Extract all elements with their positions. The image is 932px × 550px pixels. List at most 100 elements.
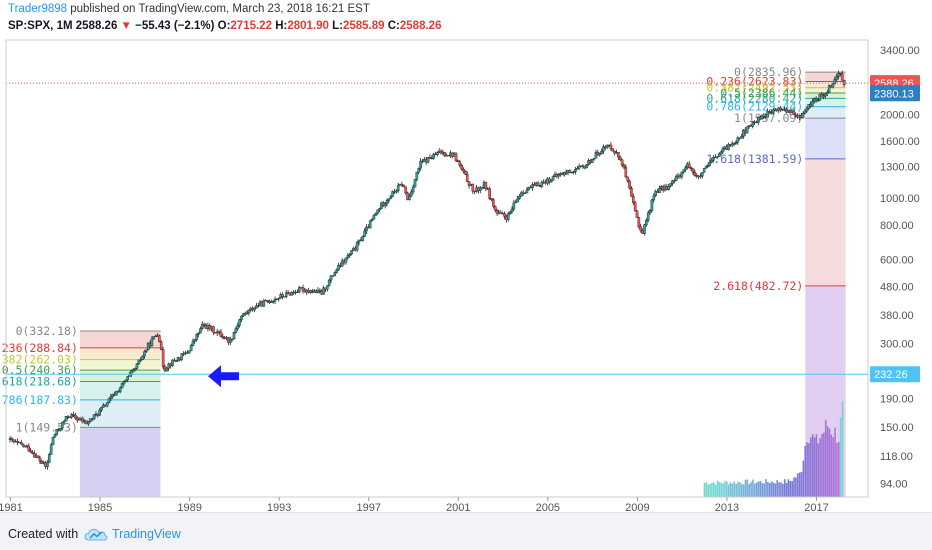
fib-1987-band bbox=[79, 331, 161, 348]
y-tick-label: 2000.00 bbox=[880, 109, 920, 121]
candlestick-series bbox=[8, 70, 846, 470]
candle-body bbox=[576, 168, 579, 170]
author-link[interactable]: Trader9898 bbox=[8, 3, 68, 15]
candle-body bbox=[219, 331, 223, 337]
candle-body bbox=[117, 391, 120, 393]
candle-body bbox=[417, 167, 421, 173]
candle-body bbox=[590, 158, 594, 163]
candle-body bbox=[12, 439, 16, 442]
volume-bar bbox=[819, 438, 821, 497]
candle-body bbox=[527, 186, 531, 191]
candle-body bbox=[771, 110, 775, 114]
candle-body bbox=[234, 328, 238, 333]
candle-body bbox=[687, 163, 691, 168]
low-value: 2585.89 bbox=[342, 20, 385, 32]
volume-bar bbox=[757, 481, 760, 497]
close-label: C: bbox=[387, 20, 400, 32]
volume-bar bbox=[839, 417, 842, 497]
candle-body bbox=[105, 402, 109, 407]
volume-bar bbox=[824, 419, 827, 497]
candle-body bbox=[409, 191, 413, 197]
candle-body bbox=[290, 292, 294, 296]
x-tick-label: 2013 bbox=[715, 502, 739, 512]
candle-body bbox=[212, 326, 215, 333]
x-tick-label: 2005 bbox=[536, 502, 560, 512]
volume-bar bbox=[774, 483, 777, 497]
volume-bars bbox=[703, 401, 844, 497]
volume-bar bbox=[796, 473, 799, 497]
candle-body bbox=[516, 198, 519, 203]
candle-body bbox=[33, 453, 36, 458]
candle-body bbox=[72, 414, 75, 416]
candle-body bbox=[673, 180, 676, 182]
volume-bar bbox=[770, 481, 773, 497]
candle-body bbox=[512, 202, 516, 210]
price-chart[interactable]: 0(332.18)0.236(288.84)0.382(262.03)0.5(2… bbox=[0, 0, 932, 512]
candle-body bbox=[36, 455, 40, 459]
published-text: published on TradingView.com, March 23, … bbox=[70, 3, 370, 15]
volume-bar bbox=[746, 479, 749, 497]
candle-body bbox=[592, 158, 596, 160]
down-arrow-icon: ▼ bbox=[120, 20, 132, 32]
candle-body bbox=[66, 416, 70, 418]
candle-body bbox=[658, 188, 661, 194]
fib-1987-level-label: 0.236(288.84) bbox=[0, 341, 78, 355]
candle-body bbox=[760, 115, 764, 120]
candle-body bbox=[200, 323, 204, 329]
candle-body bbox=[107, 398, 111, 404]
candle-body bbox=[831, 83, 835, 88]
candle-body bbox=[624, 166, 628, 178]
candle-body bbox=[75, 417, 79, 421]
candle-body bbox=[64, 416, 68, 422]
candle-body bbox=[387, 198, 391, 201]
candle-body bbox=[456, 160, 460, 162]
close-value: 2588.26 bbox=[399, 20, 442, 32]
candle-body bbox=[187, 350, 191, 354]
candle-body bbox=[143, 351, 146, 357]
candle-body bbox=[283, 296, 286, 298]
candle-body bbox=[327, 279, 331, 286]
volume-bar bbox=[755, 482, 758, 497]
candle-body bbox=[840, 73, 844, 81]
candle-body bbox=[270, 301, 273, 303]
candle-body bbox=[712, 156, 715, 161]
candle-body bbox=[471, 183, 475, 192]
candle-body bbox=[350, 250, 353, 255]
candle-body bbox=[443, 151, 447, 156]
tradingview-cloud-icon[interactable] bbox=[84, 527, 108, 543]
candle-body bbox=[59, 427, 62, 430]
candle-body bbox=[464, 170, 467, 175]
fibonacci-levels: 0(332.18)0.236(288.84)0.382(262.03)0.5(2… bbox=[0, 65, 846, 434]
price-label: 232.26 bbox=[874, 369, 908, 381]
volume-bar bbox=[752, 479, 754, 497]
candle-body bbox=[171, 359, 174, 366]
candle-body bbox=[643, 224, 646, 234]
candle-body bbox=[490, 198, 493, 200]
tradingview-brand[interactable]: TradingView bbox=[112, 527, 181, 541]
candle-body bbox=[792, 110, 796, 115]
volume-bar bbox=[733, 481, 736, 497]
candle-body bbox=[337, 264, 340, 271]
fib-2018-band bbox=[805, 81, 846, 88]
volume-bar bbox=[815, 434, 818, 497]
candle-body bbox=[355, 242, 359, 251]
footer-bar: Created with TradingView bbox=[0, 512, 932, 550]
fib-1987-base-band bbox=[79, 427, 161, 497]
candle-body bbox=[255, 305, 258, 309]
candle-body bbox=[70, 414, 73, 418]
candle-body bbox=[648, 209, 652, 213]
volume-bar bbox=[802, 460, 805, 497]
left-arrow-icon bbox=[208, 365, 239, 388]
candle-body bbox=[432, 153, 435, 159]
candle-body bbox=[329, 275, 333, 281]
volume-bar bbox=[750, 482, 752, 497]
candle-body bbox=[820, 93, 824, 98]
candle-body bbox=[499, 212, 503, 214]
candle-body bbox=[727, 144, 730, 150]
volume-bar bbox=[793, 477, 795, 497]
candle-body bbox=[126, 376, 129, 381]
annotations bbox=[208, 365, 239, 388]
fib-1987-level-label: 0.5(240.36) bbox=[2, 363, 78, 377]
candle-body bbox=[492, 199, 495, 207]
candle-body bbox=[568, 170, 572, 173]
